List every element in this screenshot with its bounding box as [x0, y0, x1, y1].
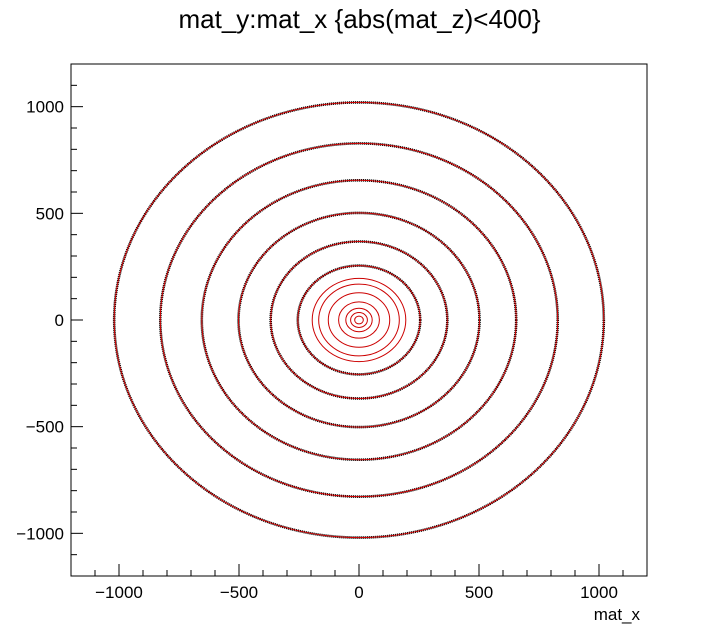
red-ring-9 [338, 301, 380, 339]
x-tick-label-3: 500 [465, 583, 493, 602]
x-tick-label-1: −500 [220, 583, 258, 602]
ticks-layer [70, 63, 648, 577]
red-ring-0 [113, 101, 605, 539]
red-ring-12 [354, 315, 364, 325]
y-tick-label-3: 500 [36, 204, 64, 223]
x-tick-label-4: 1000 [580, 583, 618, 602]
red-ring-11 [350, 312, 368, 328]
plot-frame [70, 63, 648, 577]
black-ring-5 [296, 264, 422, 376]
red-ring-10 [345, 307, 373, 333]
red-ring-5 [297, 265, 421, 375]
y-tick-label-2: 0 [55, 311, 64, 330]
labels-layer: −1000 −500 0 500 1000 −1000 −500 0 500 1000 [16, 98, 618, 602]
y-tick-label-4: 1000 [26, 98, 64, 117]
black-ring-1 [158, 142, 560, 498]
red-ring-3 [238, 212, 480, 428]
red-ring-8 [327, 292, 391, 348]
y-tick-label-1: −500 [26, 418, 64, 437]
rings-layer [112, 101, 606, 539]
red-ring-1 [159, 142, 559, 498]
red-ring-6 [311, 277, 407, 363]
x-tick-label-0: −1000 [95, 583, 143, 602]
y-tick-label-0: −1000 [16, 524, 64, 543]
x-tick-label-2: 0 [354, 583, 363, 602]
red-ring-7 [318, 283, 400, 357]
x-axis-label: mat_x [594, 605, 641, 624]
black-ring-0 [112, 101, 606, 539]
red-ring-2 [201, 179, 517, 461]
red-ring-4 [270, 240, 448, 400]
black-ring-3 [237, 211, 481, 429]
chart-title: mat_y:mat_x {abs(mat_z)<400} [178, 4, 541, 34]
black-ring-2 [200, 178, 518, 462]
